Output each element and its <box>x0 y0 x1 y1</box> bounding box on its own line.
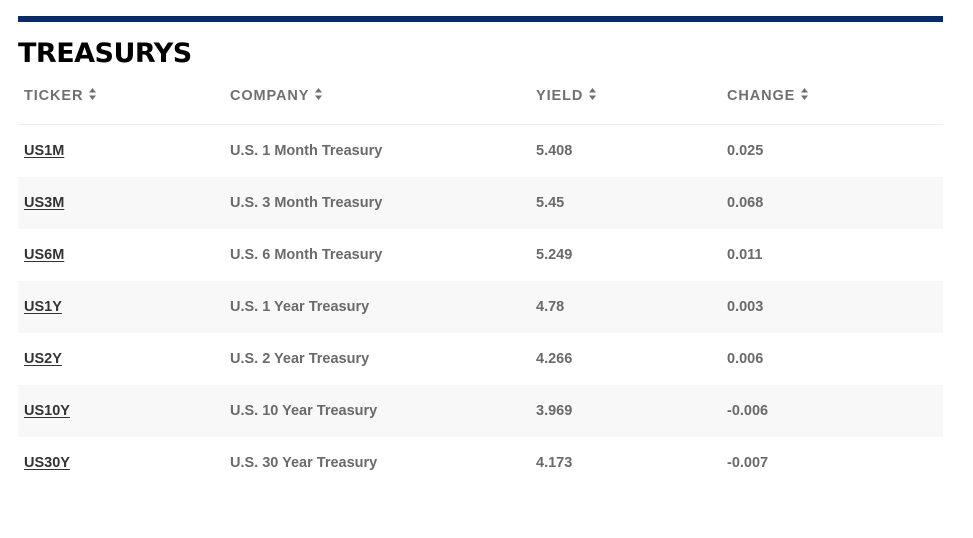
yield-cell: 4.266 <box>536 351 573 367</box>
column-header-change[interactable]: CHANGE <box>721 87 943 125</box>
yield-cell: 5.45 <box>530 177 721 229</box>
change-cell: -0.006 <box>721 385 943 437</box>
ticker-cell: US1Y <box>18 281 224 333</box>
sort-icon[interactable] <box>315 88 323 101</box>
ticker-link[interactable]: US2Y <box>24 351 62 367</box>
yield-cell: 5.408 <box>536 143 573 159</box>
column-header-label: YIELD <box>536 88 584 104</box>
ticker-link[interactable]: US30Y <box>24 455 70 471</box>
yield-cell: 3.969 <box>530 385 721 437</box>
column-header-label: TICKER <box>24 88 84 104</box>
table-row: US6M U.S. 6 Month Treasury 5.249 0.011 <box>18 229 943 281</box>
company-cell: U.S. 2 Year Treasury <box>230 351 370 367</box>
ticker-cell: US2Y <box>18 333 224 385</box>
section-title: TREASURYS <box>18 38 192 69</box>
company-cell: U.S. 3 Month Treasury <box>224 177 530 229</box>
table-row: US1M U.S. 1 Month Treasury 5.408 0.025 <box>18 125 943 178</box>
treasurys-table: TICKER COMPANY YIELD CHANGE US1M U.S. 1 … <box>18 87 943 489</box>
ticker-cell: US3M <box>18 177 224 229</box>
ticker-link[interactable]: US1M <box>24 143 65 159</box>
yield-cell: 5.249 <box>536 247 573 263</box>
change-cell: 0.006 <box>727 351 764 367</box>
top-accent-rule <box>18 16 943 22</box>
sort-icon[interactable] <box>89 88 97 101</box>
sort-icon[interactable] <box>801 88 809 101</box>
company-cell: U.S. 6 Month Treasury <box>230 247 383 263</box>
column-header-company[interactable]: COMPANY <box>224 87 530 125</box>
company-cell: U.S. 1 Year Treasury <box>224 281 530 333</box>
treasurys-panel: TREASURYS TICKER COMPANY YIELD CHANGE <box>18 16 943 489</box>
change-cell: -0.007 <box>727 455 769 471</box>
company-cell: U.S. 30 Year Treasury <box>230 455 378 471</box>
table-row: US3M U.S. 3 Month Treasury 5.45 0.068 <box>18 177 943 229</box>
table-row: US1Y U.S. 1 Year Treasury 4.78 0.003 <box>18 281 943 333</box>
table-header-row: TICKER COMPANY YIELD CHANGE <box>18 87 943 125</box>
ticker-link[interactable]: US6M <box>24 247 65 263</box>
table-row: US2Y U.S. 2 Year Treasury 4.266 0.006 <box>18 333 943 385</box>
change-cell: 0.025 <box>727 143 764 159</box>
table-row: US30Y U.S. 30 Year Treasury 4.173 -0.007 <box>18 437 943 489</box>
company-cell: U.S. 10 Year Treasury <box>224 385 530 437</box>
ticker-cell: US10Y <box>18 385 224 437</box>
column-header-label: COMPANY <box>230 88 310 104</box>
ticker-cell: US30Y <box>18 437 224 489</box>
column-header-ticker[interactable]: TICKER <box>18 87 224 125</box>
sort-icon[interactable] <box>589 88 597 101</box>
change-cell: 0.011 <box>727 247 763 263</box>
company-cell: U.S. 1 Month Treasury <box>230 143 383 159</box>
ticker-link[interactable]: US10Y <box>24 403 70 419</box>
table-row: US10Y U.S. 10 Year Treasury 3.969 -0.006 <box>18 385 943 437</box>
change-cell: 0.003 <box>721 281 943 333</box>
column-header-label: CHANGE <box>727 88 796 104</box>
ticker-cell: US6M <box>18 229 224 281</box>
yield-cell: 4.173 <box>536 455 573 471</box>
column-header-yield[interactable]: YIELD <box>530 87 721 125</box>
ticker-link[interactable]: US3M <box>24 195 65 211</box>
ticker-cell: US1M <box>18 125 224 178</box>
change-cell: 0.068 <box>721 177 943 229</box>
yield-cell: 4.78 <box>530 281 721 333</box>
ticker-link[interactable]: US1Y <box>24 299 62 315</box>
